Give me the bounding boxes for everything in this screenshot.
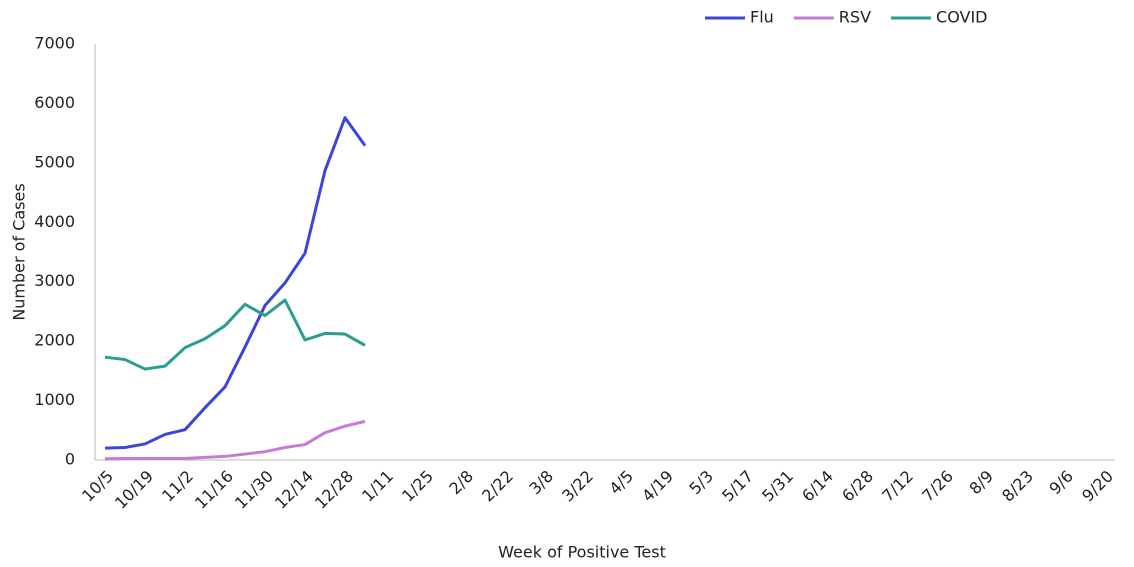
x-tick-label: 1/25 [398, 467, 437, 506]
y-tick-label: 1000 [34, 390, 75, 409]
x-tick-label: 7/26 [918, 467, 957, 506]
x-tick-label: 2/22 [478, 467, 517, 506]
y-tick-label: 0 [65, 450, 75, 469]
y-tick-label: 5000 [34, 152, 75, 171]
legend-label: COVID [936, 8, 987, 27]
legend-label: Flu [750, 8, 774, 27]
legend-label: RSV [839, 8, 871, 27]
x-tick-label: 4/19 [638, 467, 677, 506]
x-tick-label: 6/14 [798, 467, 837, 506]
x-tick-label: 8/9 [965, 467, 997, 499]
x-tick-label: 12/28 [311, 467, 357, 513]
x-tick-label: 5/3 [685, 467, 717, 499]
series-line [104, 298, 366, 371]
x-tick-label: 5/17 [718, 467, 757, 506]
x-tick-label: 12/14 [271, 467, 317, 513]
x-tick-label: 2/8 [445, 467, 477, 499]
x-tick-label: 11/30 [231, 467, 277, 513]
y-tick-label: 2000 [34, 331, 75, 350]
y-tick-label: 4000 [34, 212, 75, 231]
x-tick-label: 8/23 [998, 467, 1037, 506]
x-tick-label: 3/22 [558, 467, 597, 506]
x-tick-label: 9/6 [1045, 467, 1077, 499]
x-tick-label: 9/20 [1078, 467, 1117, 506]
x-tick-label: 1/11 [358, 467, 397, 506]
x-axis-title: Week of Positive Test [498, 543, 666, 562]
y-axis-title: Number of Cases [10, 183, 29, 320]
x-tick-label: 4/5 [605, 467, 637, 499]
x-tick-label: 5/31 [758, 467, 797, 506]
x-tick-label: 11/16 [191, 467, 237, 513]
x-tick-label: 6/28 [838, 467, 877, 506]
x-tick-label: 3/8 [525, 467, 557, 499]
x-tick-label: 7/12 [878, 467, 917, 506]
y-tick-label: 3000 [34, 271, 75, 290]
series-line [104, 419, 366, 461]
x-tick-label: 10/19 [111, 467, 157, 513]
series-line [104, 116, 367, 450]
y-tick-label: 7000 [34, 34, 75, 53]
y-tick-label: 6000 [34, 93, 75, 112]
